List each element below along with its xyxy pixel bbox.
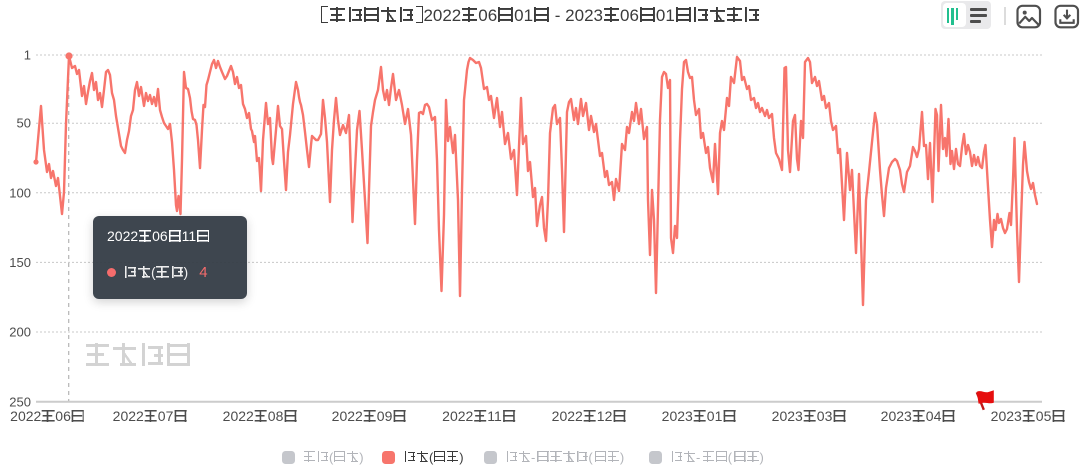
svg-text:50: 50 (17, 116, 31, 131)
svg-text:200: 200 (9, 325, 31, 340)
svg-text:250: 250 (9, 394, 31, 409)
svg-text:100: 100 (9, 185, 31, 200)
svg-text:1: 1 (24, 48, 31, 63)
svg-text:150: 150 (9, 255, 31, 270)
